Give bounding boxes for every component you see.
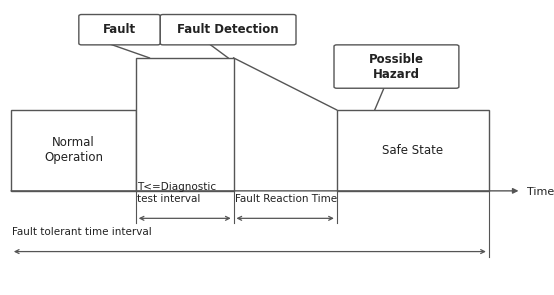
Text: T<=Diagnostic
test interval: T<=Diagnostic test interval [137,182,216,204]
Text: Fault Detection: Fault Detection [177,23,279,36]
Text: Safe State: Safe State [382,144,443,157]
Text: Possible
Hazard: Possible Hazard [369,53,424,81]
Text: Time: Time [527,187,554,197]
Text: Fault Reaction Time: Fault Reaction Time [235,194,337,204]
FancyBboxPatch shape [79,14,160,45]
Text: Normal
Operation: Normal Operation [44,136,103,164]
FancyBboxPatch shape [334,45,459,88]
FancyBboxPatch shape [160,14,296,45]
Bar [11,110,136,191]
Bar [337,110,489,191]
Bar [136,58,234,191]
Text: Fault: Fault [103,23,136,36]
Text: Fault tolerant time interval: Fault tolerant time interval [12,227,152,237]
